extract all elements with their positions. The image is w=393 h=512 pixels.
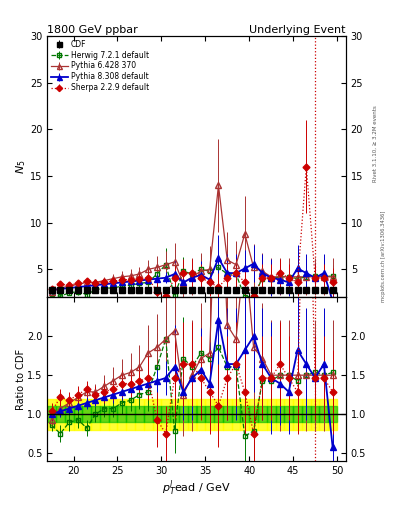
Text: Rivet 3.1.10, ≥ 3.2M events: Rivet 3.1.10, ≥ 3.2M events	[373, 105, 378, 182]
Bar	[56, 398, 65, 430]
Text: 1800 GeV ppbar: 1800 GeV ppbar	[47, 25, 138, 35]
Bar	[108, 398, 118, 430]
Bar	[82, 398, 91, 430]
Bar	[82, 407, 91, 422]
Bar	[170, 398, 179, 430]
Bar	[56, 407, 65, 422]
Bar	[188, 407, 196, 422]
Bar	[258, 407, 267, 422]
Bar	[162, 398, 170, 430]
Bar	[65, 398, 73, 430]
Y-axis label: $N_5$: $N_5$	[15, 159, 28, 174]
Bar	[311, 398, 320, 430]
Y-axis label: Ratio to CDF: Ratio to CDF	[16, 349, 26, 410]
Bar	[152, 407, 162, 422]
Bar	[241, 407, 249, 422]
Bar	[311, 407, 320, 422]
Bar	[73, 407, 82, 422]
Bar	[47, 407, 56, 422]
Bar	[73, 398, 82, 430]
Bar	[267, 407, 275, 422]
Bar	[258, 398, 267, 430]
Bar	[241, 398, 249, 430]
Legend: CDF, Herwig 7.2.1 default, Pythia 6.428 370, Pythia 8.308 default, Sherpa 2.2.9 : CDF, Herwig 7.2.1 default, Pythia 6.428 …	[50, 38, 151, 94]
Bar	[328, 407, 337, 422]
Bar	[47, 398, 56, 430]
Bar	[144, 407, 152, 422]
Bar	[285, 398, 293, 430]
Bar	[302, 398, 311, 430]
Bar	[275, 407, 285, 422]
Bar	[144, 398, 152, 430]
Bar	[214, 398, 223, 430]
Bar	[170, 407, 179, 422]
Bar	[275, 398, 285, 430]
Bar	[320, 398, 328, 430]
Bar	[285, 407, 293, 422]
Bar	[118, 398, 126, 430]
Text: Underlying Event: Underlying Event	[249, 25, 346, 35]
Bar	[188, 398, 196, 430]
Bar	[205, 398, 214, 430]
Bar	[65, 407, 73, 422]
Text: mcplots.cern.ch [arXiv:1306.3436]: mcplots.cern.ch [arXiv:1306.3436]	[381, 210, 386, 302]
Bar	[135, 398, 144, 430]
Bar	[223, 398, 231, 430]
Bar	[100, 398, 108, 430]
Bar	[179, 398, 188, 430]
Bar	[196, 398, 205, 430]
Bar	[320, 407, 328, 422]
Bar	[179, 407, 188, 422]
Bar	[267, 398, 275, 430]
Bar	[223, 407, 231, 422]
Bar	[328, 398, 337, 430]
Bar	[100, 407, 108, 422]
Bar	[293, 398, 302, 430]
Bar	[196, 407, 205, 422]
Bar	[108, 407, 118, 422]
Bar	[249, 398, 258, 430]
Bar	[205, 407, 214, 422]
X-axis label: $p_T^l$ead / GeV: $p_T^l$ead / GeV	[162, 478, 231, 498]
Bar	[231, 407, 241, 422]
Bar	[91, 398, 100, 430]
Bar	[249, 407, 258, 422]
Bar	[135, 407, 144, 422]
Bar	[293, 407, 302, 422]
Bar	[231, 398, 241, 430]
Bar	[302, 407, 311, 422]
Bar	[162, 407, 170, 422]
Bar	[152, 398, 162, 430]
Bar	[214, 407, 223, 422]
Bar	[126, 407, 135, 422]
Bar	[91, 407, 100, 422]
Bar	[126, 398, 135, 430]
Bar	[118, 407, 126, 422]
